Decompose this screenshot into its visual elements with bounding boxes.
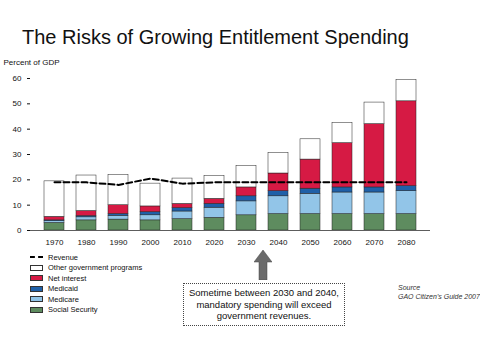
svg-text:2010: 2010: [174, 238, 192, 247]
html-text:Medicare: Medicare: [48, 294, 79, 304]
html-text:government revenues.: government revenues.: [216, 310, 312, 321]
svg-text:20: 20: [13, 175, 22, 184]
html-text:The Risks of Growing Entitleme: The Risks of Growing Entitlement Spendin…: [22, 26, 409, 48]
svg-text:2030: 2030: [238, 238, 256, 247]
svg-text:0: 0: [17, 226, 22, 235]
html-text:Other government programs: Other government programs: [48, 263, 143, 273]
svg-text:1970: 1970: [46, 238, 64, 247]
svg-text:30: 30: [13, 150, 22, 159]
svg-text:40: 40: [13, 125, 22, 134]
html-text:GAO Citizen's Guide 2007: GAO Citizen's Guide 2007: [398, 292, 480, 300]
svg-text:2020: 2020: [206, 238, 224, 247]
html-text:mandatory spending will exceed: mandatory spending will exceed: [196, 298, 332, 310]
svg-text:2080: 2080: [398, 238, 416, 247]
html-text:Medicaid: Medicaid: [48, 284, 78, 294]
svg-text:1980: 1980: [78, 238, 96, 247]
html-text:Sometime between 2030 and 2040: Sometime between 2030 and 2040,: [189, 287, 339, 298]
svg-text:10: 10: [13, 201, 22, 210]
svg-text:2070: 2070: [366, 238, 384, 247]
html-text:Source: Source: [398, 284, 421, 291]
svg-text:1990: 1990: [110, 238, 128, 247]
svg-text:2000: 2000: [142, 238, 160, 247]
svg-text:Percent of GDP: Percent of GDP: [4, 58, 60, 67]
html-text:Net interest: Net interest: [48, 273, 87, 283]
svg-text:50: 50: [13, 99, 22, 108]
html-text:Revenue: Revenue: [48, 252, 78, 262]
svg-text:60: 60: [13, 74, 22, 83]
html-text:Social Security: Social Security: [48, 305, 98, 315]
svg-text:2050: 2050: [302, 238, 320, 247]
svg-text:2060: 2060: [334, 238, 352, 247]
svg-text:2040: 2040: [270, 238, 288, 247]
